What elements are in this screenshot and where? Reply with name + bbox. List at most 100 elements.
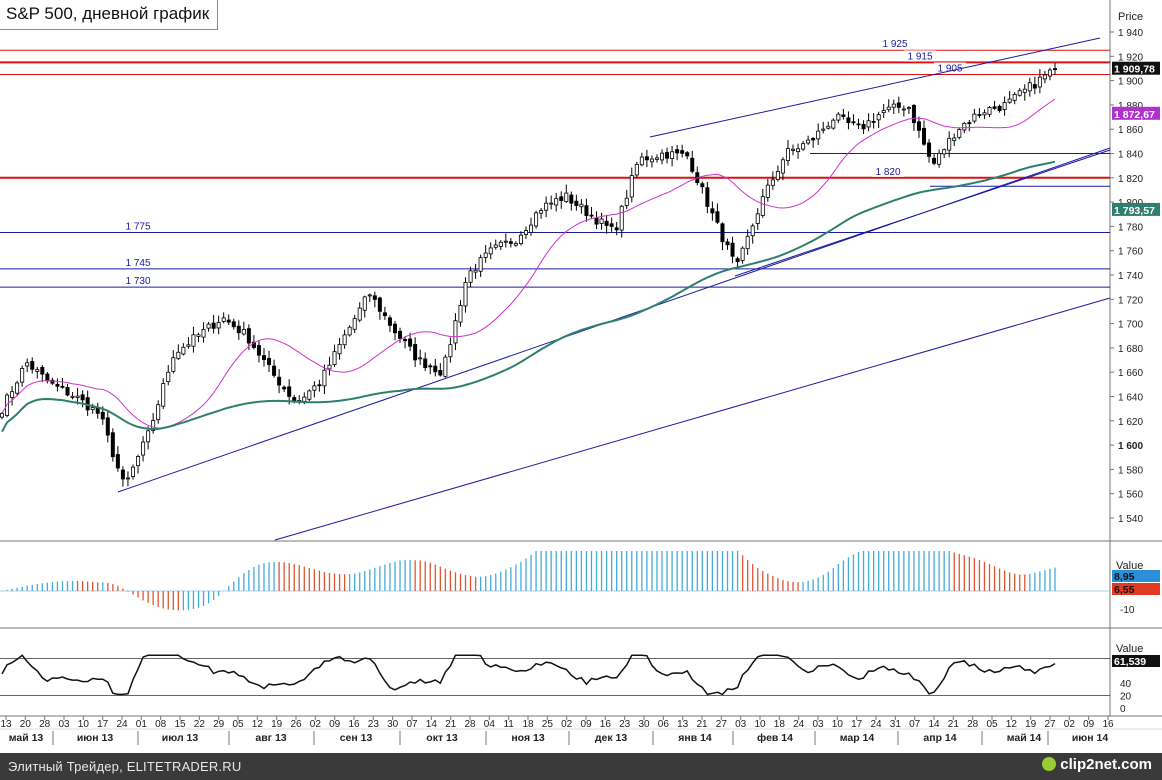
candle-body xyxy=(166,371,171,383)
candle-body xyxy=(639,156,644,166)
candle-body xyxy=(1022,88,1027,93)
brand-logo[interactable]: clip2net.com xyxy=(1042,756,1152,773)
candle-body xyxy=(312,385,317,391)
candle-body xyxy=(30,361,35,370)
candle-body xyxy=(382,312,387,316)
date-tick-label: 16 xyxy=(1102,719,1114,730)
candle-body xyxy=(559,196,564,201)
rsi-axis-title: Value xyxy=(1116,643,1143,655)
candle-body xyxy=(574,200,579,206)
last-price-badge-bg xyxy=(1112,61,1160,75)
date-tick-label: 14 xyxy=(928,719,940,730)
month-label: июн 13 xyxy=(77,732,114,744)
candle-body xyxy=(534,212,539,227)
candle-body xyxy=(191,334,196,347)
candle-body xyxy=(372,295,377,300)
trend-channel-line xyxy=(274,297,1111,541)
candle-body xyxy=(791,148,796,151)
candle-body xyxy=(675,149,680,154)
candle-body xyxy=(624,197,629,206)
date-tick-label: 17 xyxy=(97,719,109,730)
price-tick-label: 1 560 xyxy=(1118,490,1143,501)
candle-body xyxy=(216,322,221,329)
candle-body xyxy=(352,318,357,330)
candle-body xyxy=(221,317,226,322)
candle-body xyxy=(60,385,65,388)
candle-body xyxy=(947,138,952,151)
sma-long-badge: 1 793,57 xyxy=(1114,205,1155,217)
candle-body xyxy=(423,358,428,368)
candle-body xyxy=(332,351,337,365)
candle-body xyxy=(508,241,513,244)
date-tick-label: 17 xyxy=(851,719,863,730)
candle-body xyxy=(972,113,977,122)
candle-body xyxy=(206,323,211,329)
candle-body xyxy=(1047,69,1052,77)
date-tick-label: 05 xyxy=(232,719,244,730)
candle-body xyxy=(146,430,151,443)
candle-body xyxy=(891,103,896,108)
candle-body xyxy=(1012,94,1017,101)
osc-down-badge-bg xyxy=(1112,583,1160,595)
sma-long-badge-bg xyxy=(1112,202,1160,216)
candle-body xyxy=(282,386,287,390)
candle-body xyxy=(836,113,841,121)
candle-body xyxy=(901,108,906,111)
candle-body xyxy=(604,220,609,226)
candle-body xyxy=(15,382,20,394)
candle-body xyxy=(780,159,785,174)
candle-body xyxy=(987,107,992,115)
candle-body xyxy=(1037,76,1042,88)
candle-body xyxy=(337,343,342,355)
candle-body xyxy=(992,106,997,109)
date-tick-label: 09 xyxy=(329,719,341,730)
date-tick-label: 28 xyxy=(967,719,979,730)
candle-body xyxy=(977,114,982,116)
month-label: окт 13 xyxy=(426,732,458,744)
date-tick-label: 09 xyxy=(1083,719,1095,730)
candle-body xyxy=(765,184,770,198)
candle-body xyxy=(403,339,408,342)
candle-body xyxy=(599,218,604,224)
candle-body xyxy=(272,365,277,376)
date-tick-label: 10 xyxy=(78,719,90,730)
candle-body xyxy=(463,281,468,307)
candle-body xyxy=(1017,90,1022,96)
date-tick-label: 18 xyxy=(522,719,534,730)
candle-body xyxy=(760,196,765,216)
candle-body xyxy=(50,379,55,384)
rsi-badge-bg xyxy=(1112,655,1160,667)
date-tick-label: 18 xyxy=(774,719,786,730)
candle-body xyxy=(413,344,418,361)
footer-source: Элитный Трейдер, ELITETRADER.RU xyxy=(8,759,242,774)
candle-body xyxy=(468,270,473,283)
candle-body xyxy=(478,257,483,272)
date-tick-label: 29 xyxy=(213,719,225,730)
date-tick-label: 06 xyxy=(658,719,670,730)
candle-body xyxy=(493,244,498,248)
candle-body xyxy=(942,149,947,155)
candle-body xyxy=(65,386,70,396)
osc-up-badge: 8,95 xyxy=(1114,571,1135,583)
candle-body xyxy=(932,157,937,164)
candle-body xyxy=(392,323,397,334)
date-tick-label: 19 xyxy=(271,719,283,730)
candle-body xyxy=(236,325,241,334)
date-tick-label: 24 xyxy=(116,719,128,730)
candle-body xyxy=(161,383,166,407)
candle-body xyxy=(277,376,282,386)
date-tick-label: 24 xyxy=(870,719,882,730)
candle-body xyxy=(906,107,911,110)
rsi-line xyxy=(1,654,1056,696)
price-tick-label: 1 760 xyxy=(1118,247,1143,258)
price-tick-label: 1 940 xyxy=(1118,28,1143,39)
candle-body xyxy=(503,240,508,243)
candle-body xyxy=(342,334,347,346)
candle-body xyxy=(287,386,292,397)
candle-body xyxy=(302,396,307,402)
candle-body xyxy=(1027,82,1032,92)
candle-body xyxy=(362,296,367,311)
candle-body xyxy=(922,127,927,145)
candle-body xyxy=(226,319,231,323)
candle-body xyxy=(644,156,649,161)
